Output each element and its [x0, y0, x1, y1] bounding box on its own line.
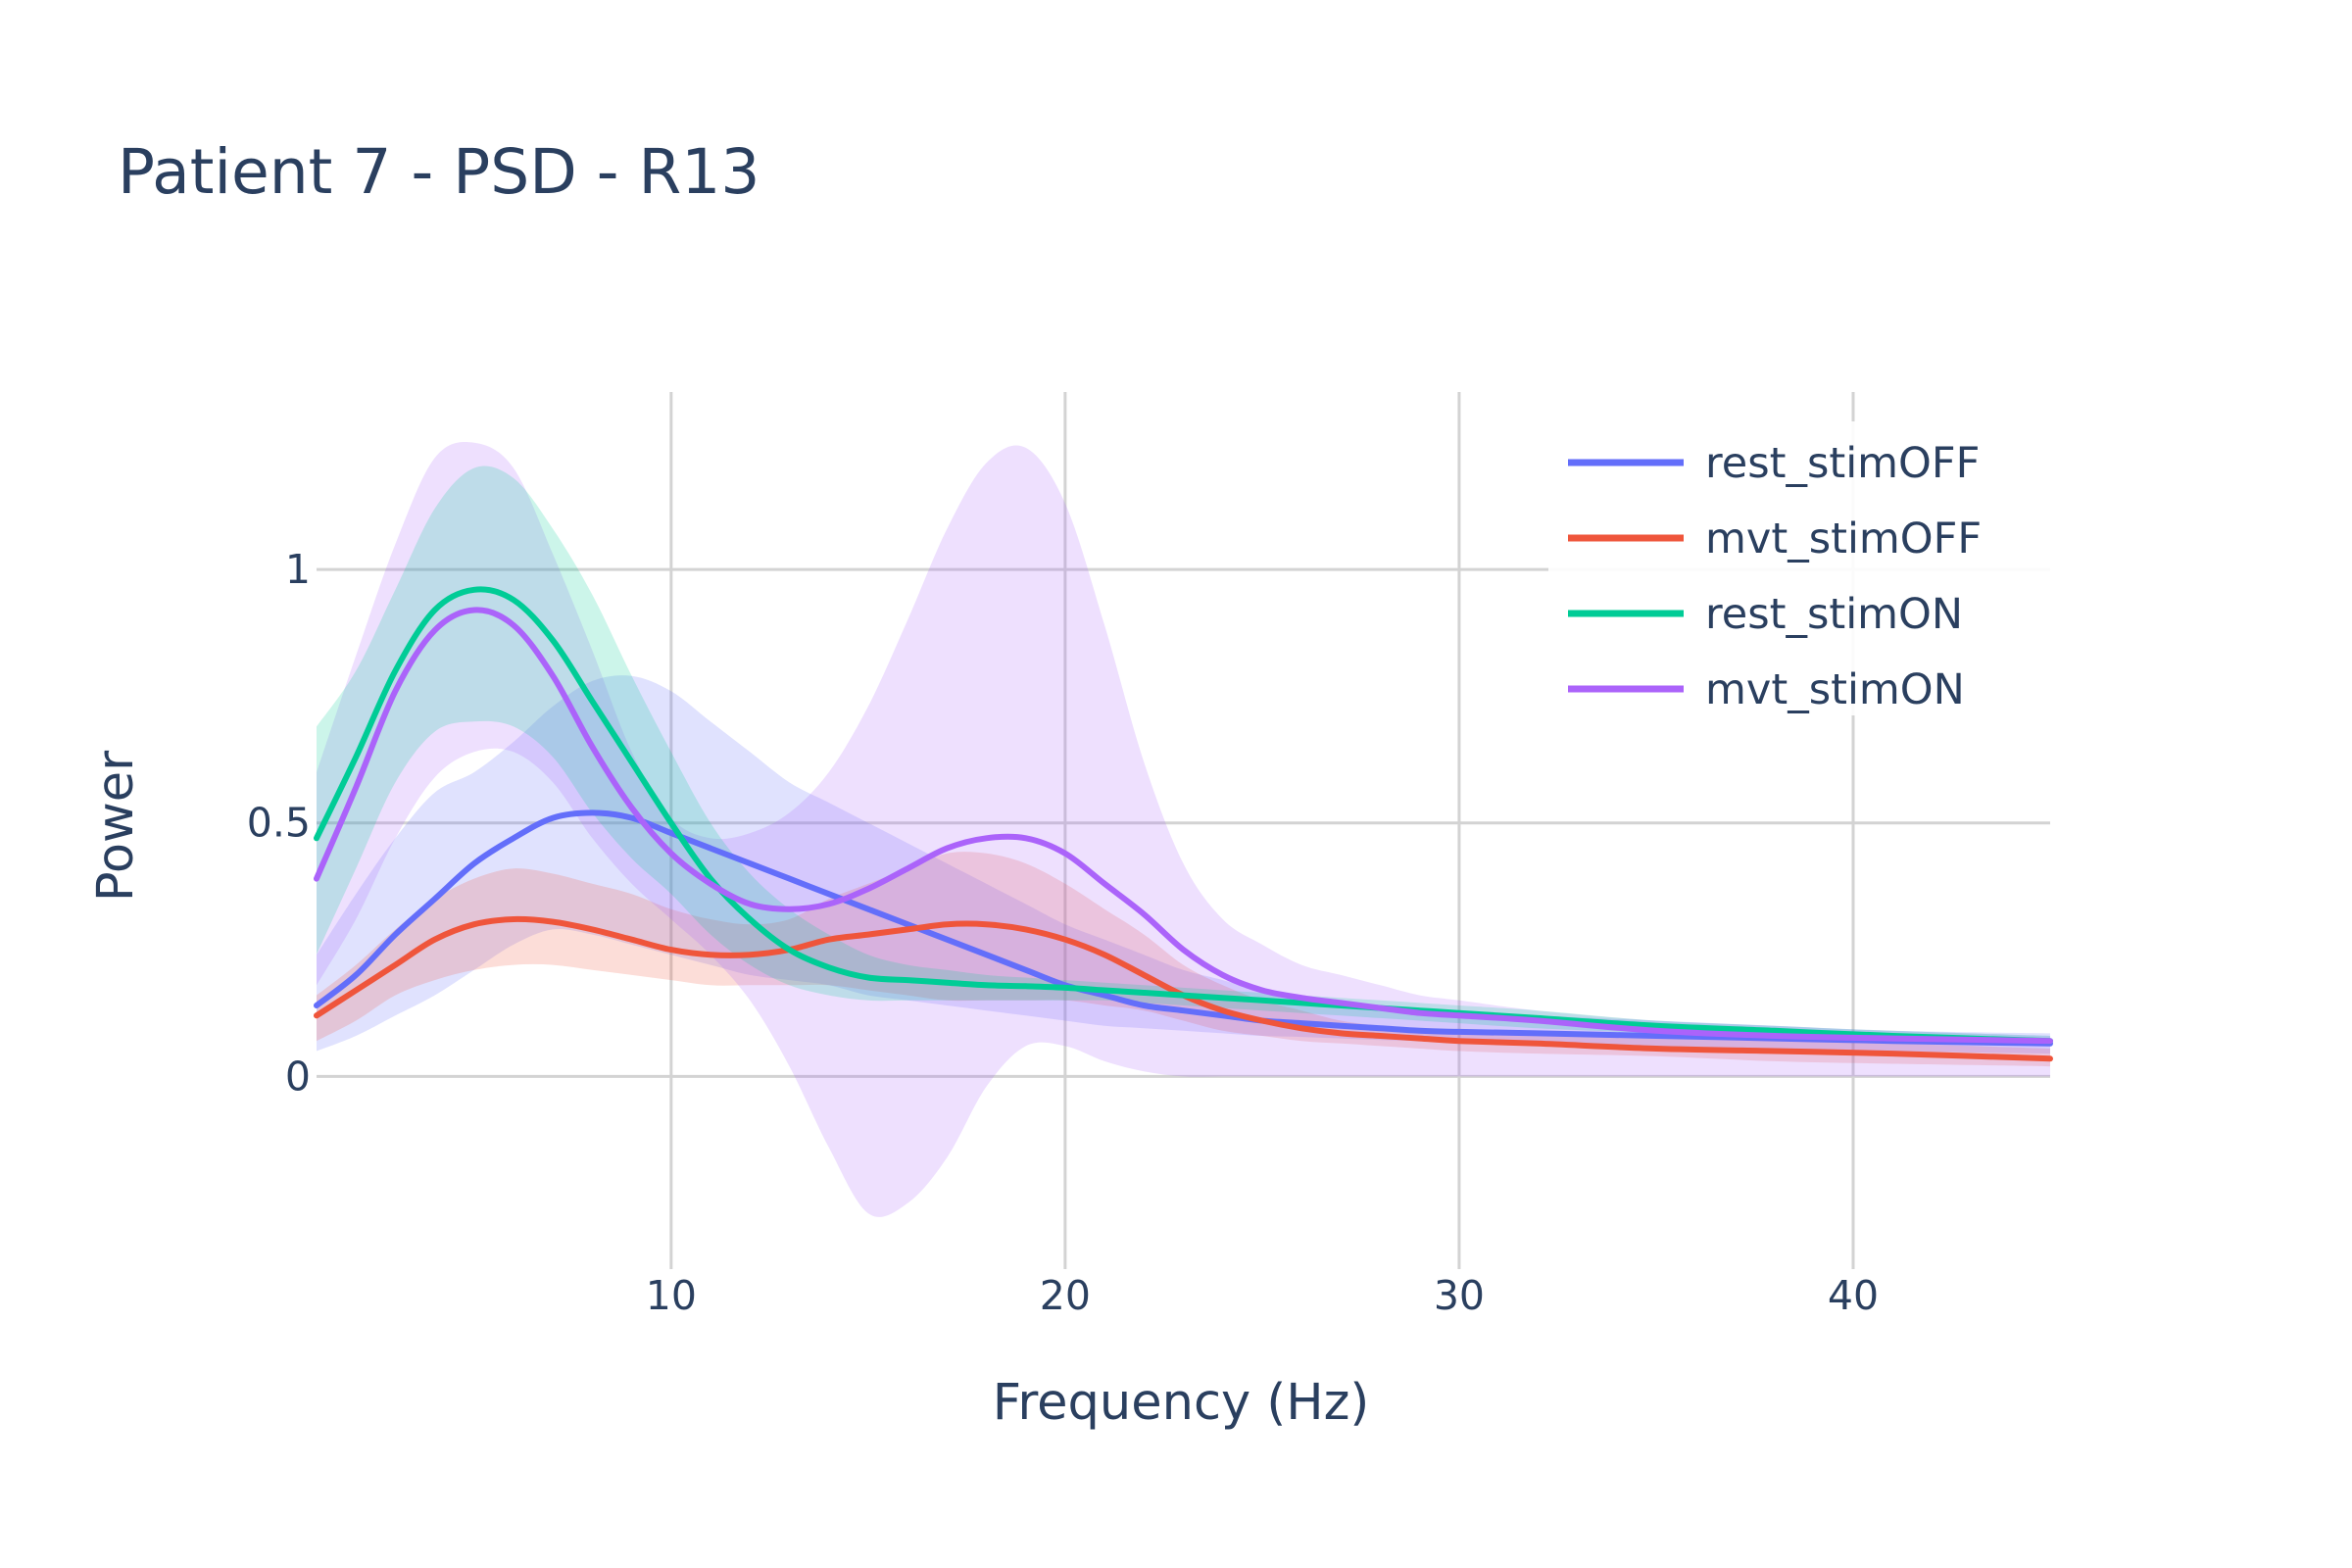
y-tick-label: 0.5	[247, 800, 311, 847]
legend-item-mvt-stimOFF[interactable]: mvt_stimOFF	[1568, 514, 1982, 564]
tick-labels: 10 20 30 40 0 0.5 1	[247, 546, 1879, 1319]
series-lines	[314, 586, 2053, 1062]
legend-label: rest_stimON	[1705, 590, 1963, 639]
line-rest-stimOFF	[314, 809, 2053, 1047]
legend[interactable]: rest_stimOFF mvt_stimOFF rest_stimON mvt_st…	[1548, 421, 2068, 715]
y-tick-label: 1	[285, 546, 311, 593]
band-mvt-stimOFF	[317, 852, 2050, 1067]
x-tick-label: 10	[646, 1272, 697, 1319]
y-tick-label: 0	[285, 1053, 311, 1100]
line-mvt-stimON	[314, 607, 2053, 1045]
legend-label: mvt_stimON	[1705, 665, 1965, 714]
line-mvt-stimOFF	[314, 915, 2053, 1062]
x-tick-label: 40	[1828, 1272, 1879, 1319]
y-axis-title: Power	[87, 751, 145, 902]
x-tick-label: 30	[1434, 1272, 1485, 1319]
legend-background	[1548, 421, 2068, 715]
legend-item-rest-stimON[interactable]: rest_stimON	[1568, 590, 1963, 639]
legend-label: rest_stimOFF	[1705, 439, 1980, 488]
legend-item-rest-stimOFF[interactable]: rest_stimOFF	[1568, 439, 1980, 488]
legend-label: mvt_stimOFF	[1705, 514, 1982, 564]
x-tick-label: 20	[1040, 1272, 1091, 1319]
band-rest-stimOFF	[317, 675, 2050, 1054]
x-axis-title: Frequency (Hz)	[993, 1374, 1370, 1432]
chart-title: Patient 7 - PSD - R13	[118, 136, 760, 208]
legend-item-mvt-stimON[interactable]: mvt_stimON	[1568, 665, 1965, 714]
